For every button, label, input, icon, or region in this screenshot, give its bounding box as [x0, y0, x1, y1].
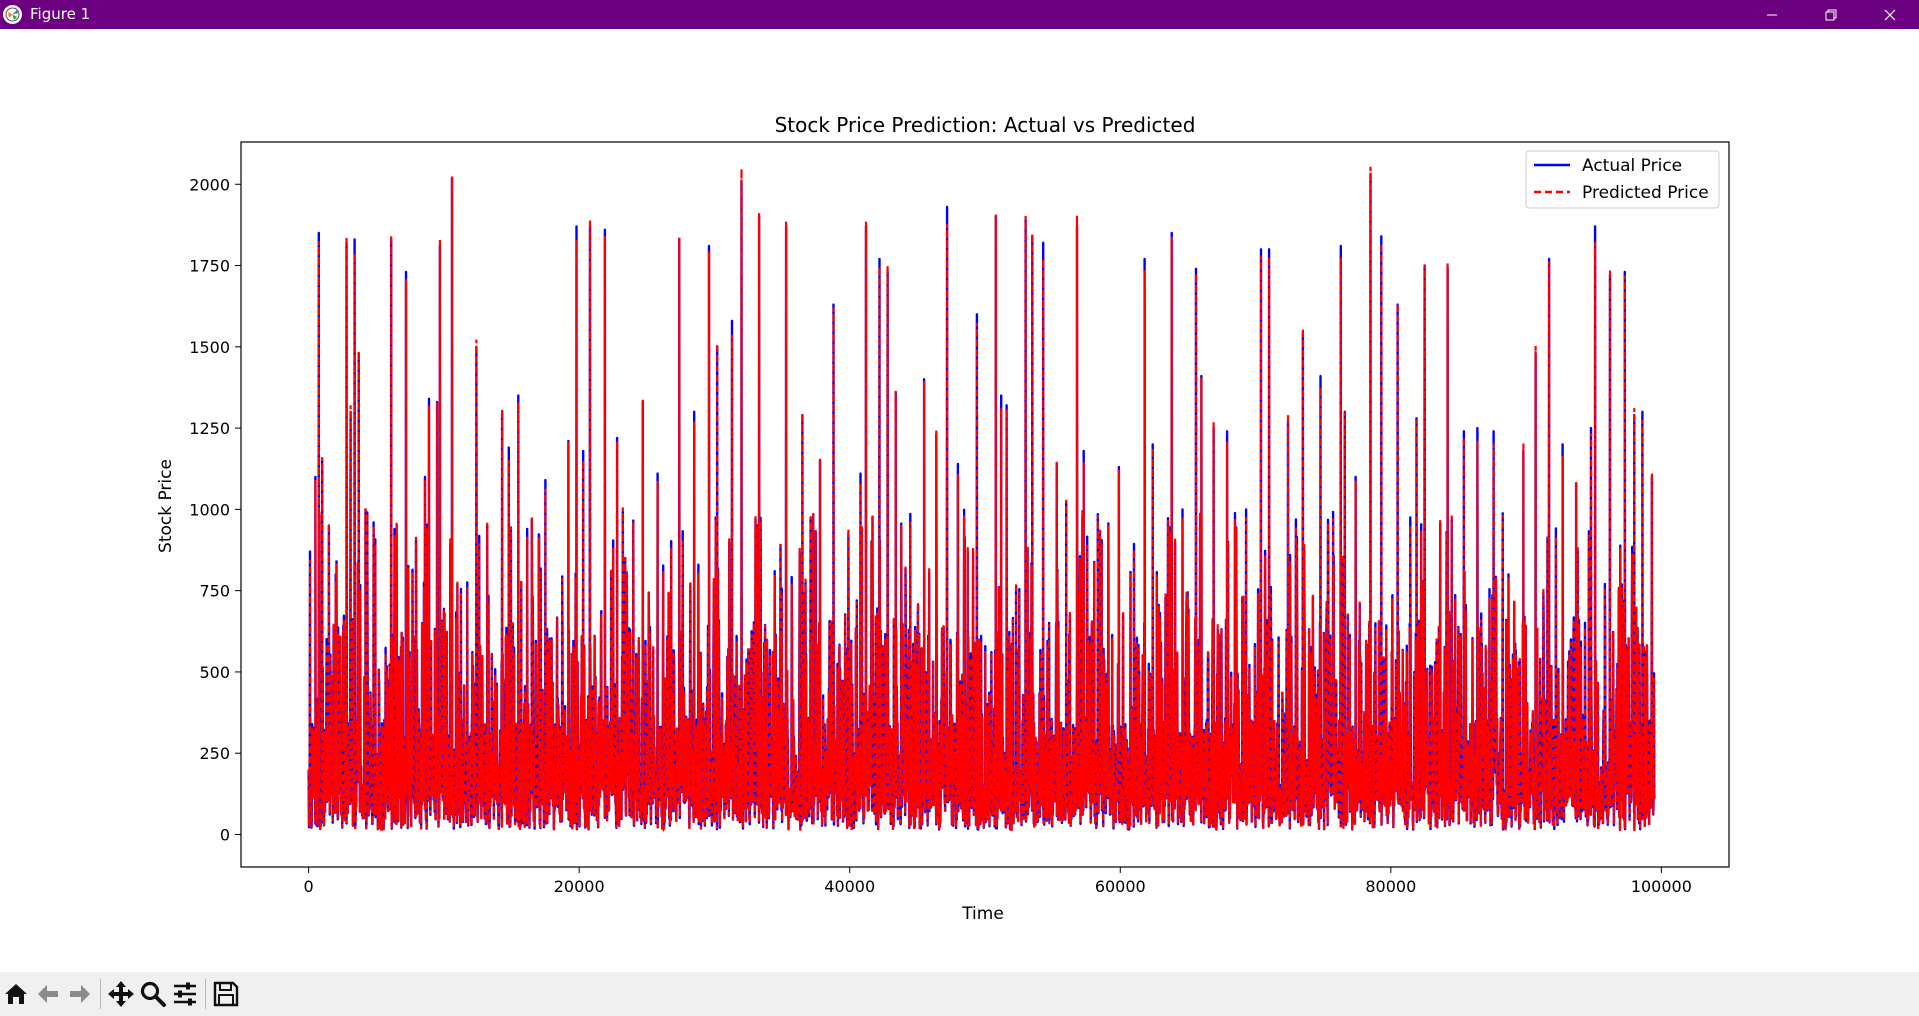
minimize-button[interactable]: [1742, 0, 1801, 29]
save-button[interactable]: [210, 976, 242, 1012]
x-axis-label: Time: [961, 904, 1004, 924]
y-tick-label: 500: [199, 663, 230, 682]
y-axis-label: Stock Price: [156, 459, 176, 553]
line-chart: Stock Price Prediction: Actual vs Predic…: [0, 29, 1919, 972]
x-tick-label: 40000: [824, 877, 875, 896]
window-controls: [1742, 0, 1919, 29]
y-tick-label: 0: [220, 825, 230, 844]
y-tick-label: 750: [199, 582, 230, 601]
legend-label-actual: Actual Price: [1582, 156, 1682, 176]
move-icon: [108, 981, 134, 1007]
y-tick-label: 1250: [189, 419, 230, 438]
x-tick-label: 20000: [554, 877, 605, 896]
series-line-predicted: [307, 166, 1656, 833]
figure-canvas[interactable]: Stock Price Prediction: Actual vs Predic…: [0, 29, 1919, 972]
back-button[interactable]: [32, 976, 64, 1012]
restore-icon: [1825, 9, 1836, 20]
legend-box: [1525, 150, 1720, 209]
x-tick-label: 80000: [1365, 877, 1416, 896]
y-tick-label: 250: [199, 744, 230, 763]
plot-frame: [240, 141, 1730, 868]
close-icon: [1884, 9, 1895, 20]
zoom-button[interactable]: [137, 976, 169, 1012]
magnifier-icon: [140, 981, 166, 1007]
home-button[interactable]: [0, 976, 32, 1012]
floppy-disk-icon: [213, 981, 239, 1007]
close-button[interactable]: [1860, 0, 1919, 29]
home-icon: [5, 984, 27, 1004]
x-tick-label: 0: [304, 877, 314, 896]
x-tick-label: 100000: [1631, 877, 1692, 896]
y-tick-label: 1500: [189, 338, 230, 357]
pan-button[interactable]: [105, 976, 137, 1012]
configure-subplots-button[interactable]: [169, 976, 201, 1012]
sliders-icon: [174, 982, 196, 1006]
toolbar-separator: [100, 979, 101, 1009]
window-titlebar[interactable]: Figure 1: [0, 0, 1919, 29]
y-tick-label: 1750: [189, 257, 230, 276]
arrow-left-icon: [38, 985, 58, 1003]
legend-label-predicted: Predicted Price: [1582, 183, 1709, 203]
legend: Actual Price Predicted Price: [1525, 150, 1720, 209]
chart-title: Stock Price Prediction: Actual vs Predic…: [775, 113, 1196, 137]
x-tick-label: 60000: [1095, 877, 1146, 896]
matplotlib-app-icon: [3, 5, 22, 24]
minimize-icon: [1766, 14, 1777, 15]
y-tick-label: 1000: [189, 500, 230, 519]
window-title: Figure 1: [30, 5, 91, 23]
arrow-right-icon: [70, 985, 90, 1003]
y-tick-label: 2000: [189, 175, 230, 194]
restore-button[interactable]: [1801, 0, 1860, 29]
axes-layer: 0 20000 40000 60000 80000 100000 0 250 500 750 100…: [189, 175, 1692, 896]
navigation-toolbar: [0, 972, 1919, 1016]
forward-button[interactable]: [64, 976, 96, 1012]
toolbar-separator: [205, 979, 206, 1009]
series-layer: [307, 166, 1656, 833]
